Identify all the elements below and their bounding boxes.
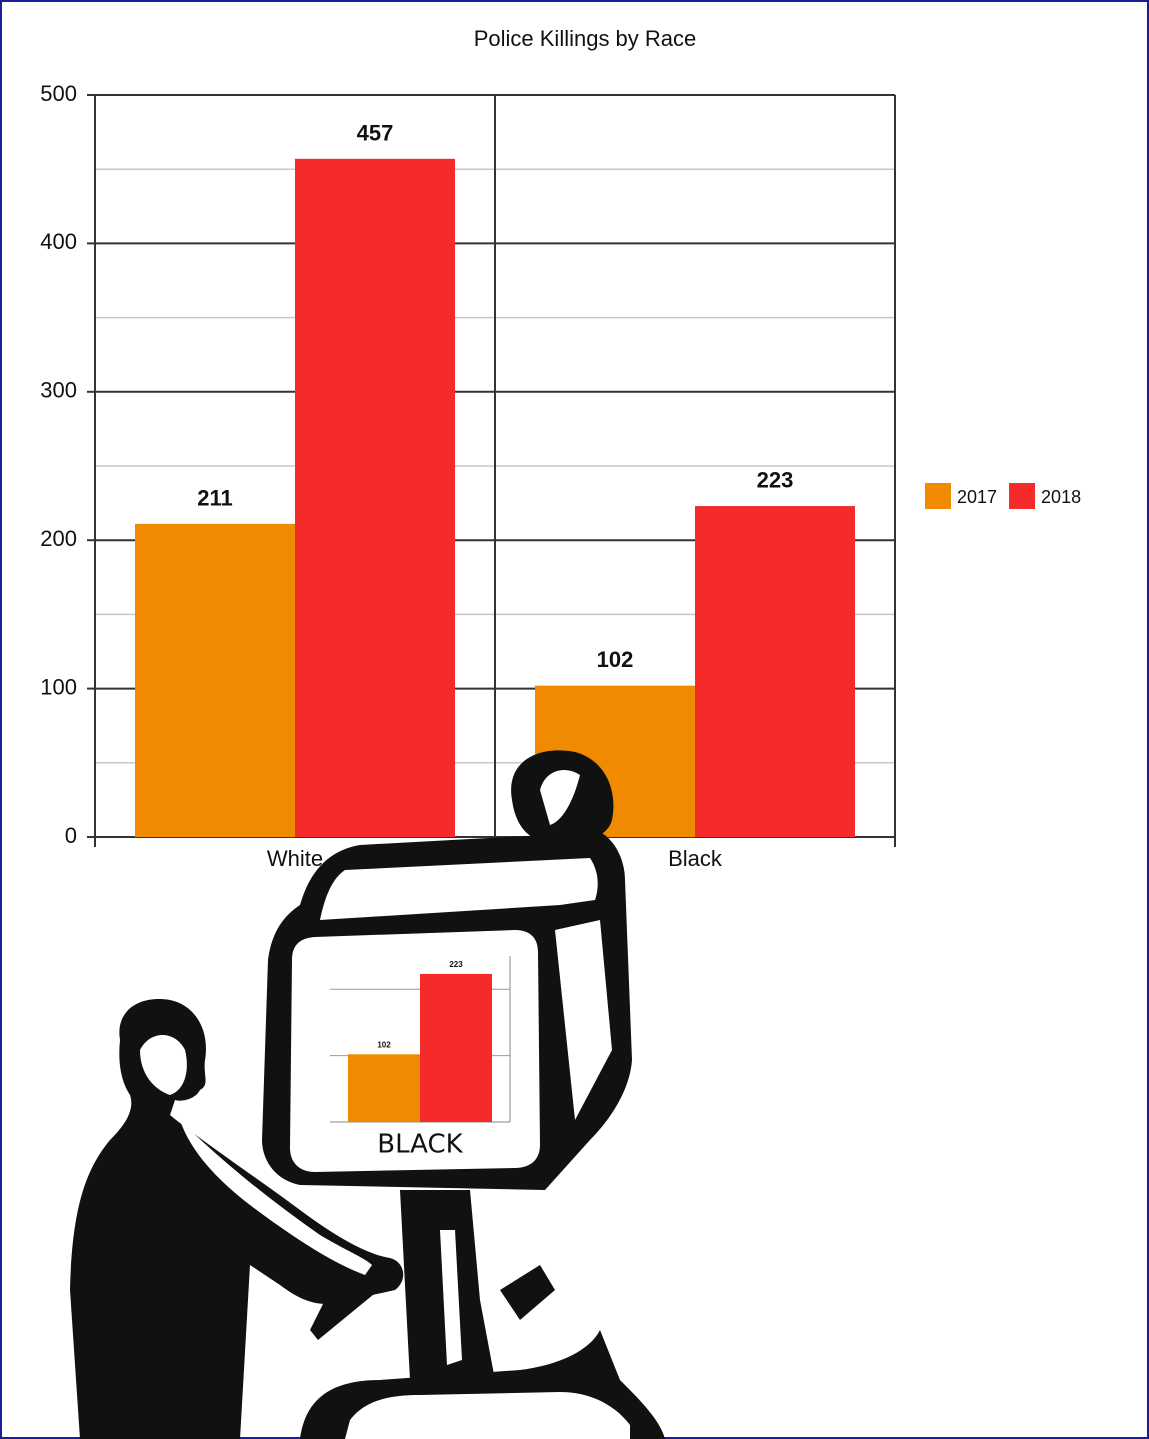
bar [295, 158, 455, 837]
stand-highlight [440, 1230, 462, 1365]
man-silhouette [70, 999, 404, 1439]
y-tick-label: 300 [40, 378, 77, 403]
tv-side-highlight [555, 920, 612, 1120]
value-label: 211 [197, 485, 233, 510]
y-tick-label: 400 [40, 229, 77, 254]
legend-label: 2017 [957, 487, 997, 507]
value-label: 102 [377, 1041, 391, 1050]
legend-label: 2018 [1041, 487, 1081, 507]
value-label: 223 [757, 468, 794, 493]
x-tick-label: Black [668, 846, 723, 871]
y-tick-label: 500 [40, 81, 77, 106]
cart-base-highlight [345, 1392, 630, 1439]
legend-swatch [1009, 483, 1036, 509]
bar [135, 523, 295, 837]
value-label: 102 [597, 647, 634, 672]
bar [695, 506, 855, 837]
legend-swatch [925, 483, 951, 509]
y-tick-label: 0 [65, 823, 77, 848]
inset-chart: BLACK 102 223 [330, 956, 511, 1160]
value-label: 457 [357, 120, 394, 145]
chart-title: Police Killings by Race [474, 26, 697, 51]
value-label: 223 [449, 960, 463, 969]
figure-head-highlight [540, 770, 580, 825]
bar [348, 1054, 420, 1122]
man-face-highlight [140, 1035, 187, 1095]
x-tick-label: White [267, 846, 323, 871]
y-tick-label: 200 [40, 526, 77, 551]
man-arm-highlight [180, 1120, 372, 1275]
main-chart: Police Killings by Race 0 100 200 300 400 500… [40, 26, 1081, 871]
x-tick-label: BLACK [377, 1130, 463, 1160]
bar [420, 973, 492, 1122]
y-tick-label: 100 [40, 674, 77, 699]
cart-handle [500, 1265, 555, 1320]
tv-top [320, 858, 598, 920]
man-hand [310, 1275, 385, 1340]
